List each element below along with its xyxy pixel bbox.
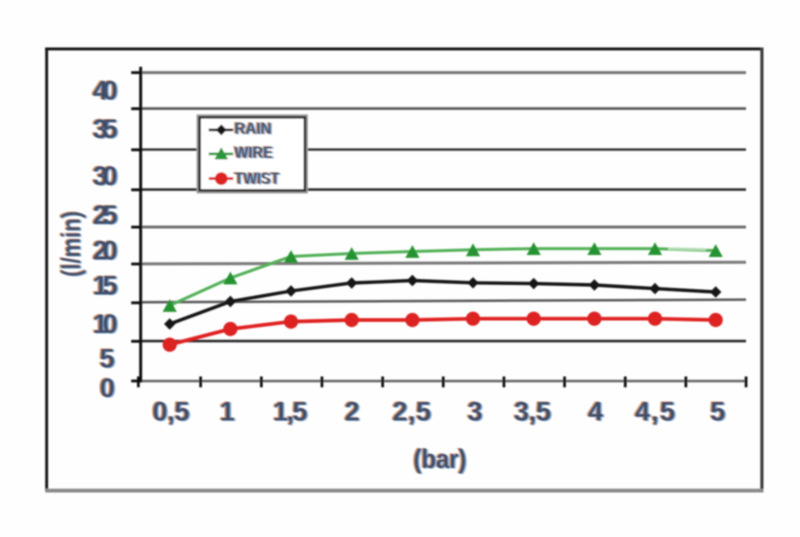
svg-text:20: 20 (93, 236, 118, 266)
svg-text:2: 2 (345, 396, 360, 426)
svg-text:RAIN: RAIN (235, 119, 272, 138)
svg-text:3: 3 (467, 396, 482, 426)
svg-text:40: 40 (93, 76, 118, 106)
svg-text:35: 35 (93, 114, 118, 144)
svg-text:5: 5 (100, 344, 115, 374)
svg-text:1,5: 1,5 (273, 396, 308, 426)
svg-text:3,5: 3,5 (514, 396, 551, 426)
svg-text:0,5: 0,5 (153, 396, 190, 426)
svg-text:2,5: 2,5 (393, 396, 432, 426)
svg-text:4: 4 (588, 396, 603, 426)
svg-text:5: 5 (710, 396, 725, 426)
svg-text:WIRE: WIRE (235, 143, 274, 162)
svg-text:(l/min): (l/min) (56, 211, 86, 277)
svg-text:30: 30 (93, 161, 118, 191)
svg-text:TWIST: TWIST (235, 169, 281, 188)
svg-text:0: 0 (100, 373, 115, 403)
svg-text:(bar): (bar) (414, 444, 467, 474)
svg-text:15: 15 (93, 270, 118, 300)
svg-text:4,5: 4,5 (635, 396, 675, 426)
svg-text:25: 25 (93, 200, 118, 230)
svg-text:10: 10 (93, 309, 118, 339)
svg-text:1: 1 (220, 396, 235, 426)
